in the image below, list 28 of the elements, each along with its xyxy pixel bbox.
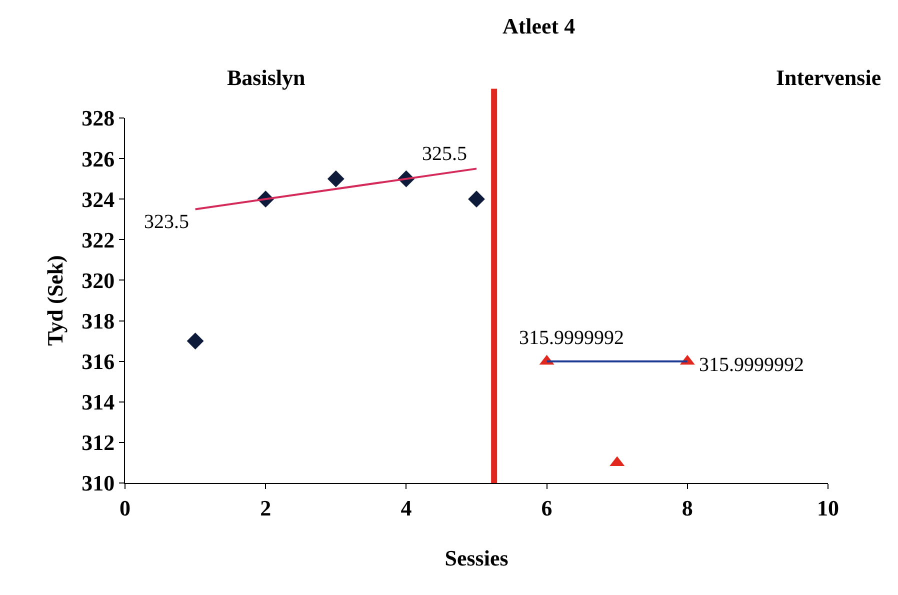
annotation: 315.9999992: [519, 327, 624, 349]
annotation: 323.5: [144, 211, 189, 233]
x-tick-label: 2: [260, 495, 272, 520]
y-tick-label: 328: [82, 106, 115, 131]
x-tick-label: 0: [120, 495, 130, 520]
x-tick-label: 10: [817, 495, 839, 520]
y-tick-label: 326: [82, 146, 115, 172]
x-axis-title: Sessies: [444, 545, 509, 570]
y-axis-title: Tyd (Sek): [42, 255, 68, 346]
y-tick-label: 314: [82, 390, 115, 415]
y-tick-label: 312: [82, 430, 115, 456]
y-tick-label: 318: [82, 308, 115, 334]
annotation: 315.9999992: [699, 354, 804, 376]
y-tick-label: 310: [82, 470, 115, 496]
point: [186, 332, 204, 350]
x-tick-label: 6: [541, 495, 552, 520]
text: Intervensie: [776, 65, 882, 90]
y-tick-label: 324: [82, 186, 115, 212]
x-tick-label: 4: [400, 495, 412, 520]
annotation: 325.5: [422, 143, 467, 165]
point: [327, 170, 344, 188]
point: [468, 190, 485, 208]
text: Basislyn: [227, 65, 306, 90]
y-tick-label: 320: [82, 268, 115, 293]
x-tick-label: 8: [682, 495, 693, 520]
y-tick-label: 322: [82, 227, 115, 252]
y-tick-label: 316: [82, 349, 115, 374]
chart-title: Atleet 4: [502, 13, 576, 38]
